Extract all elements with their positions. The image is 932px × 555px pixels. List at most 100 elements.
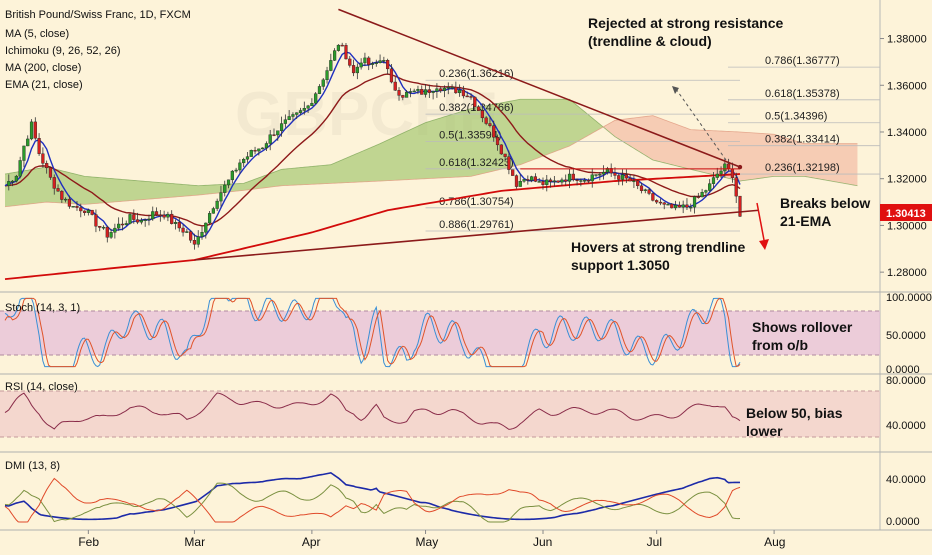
candle-body xyxy=(480,110,484,119)
candle-body xyxy=(537,181,541,183)
candle-body xyxy=(545,179,549,185)
rsi-title: RSI (14, close) xyxy=(5,381,78,393)
candle-body xyxy=(484,117,488,124)
candle-body xyxy=(314,93,318,104)
annotation-stoch-1: Shows rollover xyxy=(752,319,853,335)
candle-body xyxy=(75,206,79,208)
candle-body xyxy=(287,116,291,120)
candle-body xyxy=(590,174,594,182)
trendlines xyxy=(194,8,760,261)
candle-body xyxy=(378,60,382,63)
price-axis-label: 1.38000 xyxy=(887,34,927,46)
candle-body xyxy=(33,121,37,139)
rsi-axis-80: 80.0000 xyxy=(886,375,926,387)
stoch-title: Stoch (14, 3, 1) xyxy=(5,302,80,314)
cloud-span-b xyxy=(4,115,858,208)
candle-body xyxy=(298,110,303,113)
candle-body xyxy=(14,175,18,182)
candle-body xyxy=(26,138,30,147)
candle-body xyxy=(189,231,193,241)
candle-body xyxy=(730,168,735,178)
candle-body xyxy=(192,240,197,245)
candle-body xyxy=(382,60,386,62)
dmi-title: DMI (13, 8) xyxy=(5,460,60,472)
rejection-arrow-head xyxy=(672,86,679,94)
candle-body xyxy=(499,144,503,155)
cloud-segment xyxy=(603,115,858,186)
candle-body xyxy=(336,44,341,51)
candle-body xyxy=(636,180,640,187)
month-label: Mar xyxy=(184,535,205,549)
candle-body xyxy=(310,102,314,107)
candle-body xyxy=(552,180,556,182)
candle-body xyxy=(264,143,269,149)
candle-body xyxy=(727,163,731,169)
stoch-k-line xyxy=(4,297,741,368)
candle-body xyxy=(230,170,234,181)
candle-body xyxy=(359,62,363,68)
candle-body xyxy=(261,147,265,150)
candle-body xyxy=(367,57,371,65)
candle-body xyxy=(272,134,276,136)
candle-body xyxy=(632,180,636,183)
candle-body xyxy=(662,202,666,205)
candle-body xyxy=(200,232,204,237)
candle-body xyxy=(613,172,617,176)
cloud-segment xyxy=(5,99,604,207)
legend-title: British Pound/Swiss Franc, 1D, FXCM xyxy=(5,9,191,21)
candle-body xyxy=(79,207,83,212)
candle-body xyxy=(439,88,443,91)
candle-body xyxy=(302,108,306,111)
candle-body xyxy=(139,220,143,223)
candle-body xyxy=(651,193,655,201)
candle-body xyxy=(329,60,333,71)
candle-body xyxy=(704,190,708,193)
fib-right-label: 0.236(1.32198) xyxy=(765,162,840,174)
candle-body xyxy=(465,95,469,98)
month-label: Feb xyxy=(78,535,99,549)
candle-body xyxy=(249,150,253,157)
candle-body xyxy=(723,163,727,172)
month-label: Aug xyxy=(764,535,785,549)
price-axis-label: 1.32000 xyxy=(887,174,927,186)
candle-body xyxy=(37,138,41,154)
candle-body xyxy=(681,204,685,208)
candle-body xyxy=(10,180,15,183)
month-label: Jul xyxy=(647,535,662,549)
candle-body xyxy=(454,86,458,94)
candle-body xyxy=(677,204,681,208)
candle-body xyxy=(207,213,212,224)
candle-body xyxy=(548,179,553,182)
candle-body xyxy=(196,236,200,245)
annotation-rejected-1: Rejected at strong resistance xyxy=(588,15,784,31)
stoch-axis-100: 100.0000 xyxy=(886,292,932,304)
annotation-stoch-2: from o/b xyxy=(752,337,808,353)
stoch-axis-50: 50.0000 xyxy=(886,330,926,342)
candle-body xyxy=(666,203,670,206)
candle-body xyxy=(219,192,223,202)
candle-body xyxy=(655,200,659,203)
candle-body xyxy=(423,89,428,95)
candle-body xyxy=(620,174,625,180)
fib-right-label: 0.618(1.35378) xyxy=(765,88,840,100)
candle-body xyxy=(412,90,416,93)
month-label: Apr xyxy=(302,535,321,549)
candle-body xyxy=(257,148,261,152)
candle-body xyxy=(389,68,394,83)
candle-body xyxy=(105,226,109,238)
candle-body xyxy=(386,60,390,70)
candle-body xyxy=(325,70,329,81)
trendline-end-dot xyxy=(737,164,743,170)
rsi-axis-40: 40.0000 xyxy=(886,420,926,432)
candle-body xyxy=(541,181,545,185)
legend-ma5: MA (5, close) xyxy=(5,28,69,40)
candle-body xyxy=(204,222,208,233)
candle-body xyxy=(442,87,447,91)
breakdown-arrow-head xyxy=(759,239,769,250)
dmi-adx-line xyxy=(4,472,741,521)
candle-body xyxy=(90,209,94,215)
candle-body xyxy=(56,188,60,192)
annotation-hovers-1: Hovers at strong trendline xyxy=(571,239,745,255)
candle-body xyxy=(738,195,742,217)
candle-body xyxy=(533,176,538,182)
